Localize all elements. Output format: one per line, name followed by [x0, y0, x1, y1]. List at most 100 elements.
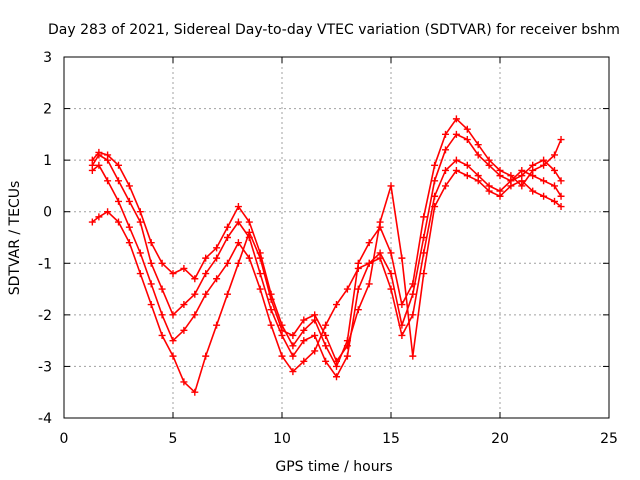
data-point [365, 239, 373, 247]
data-point [442, 146, 449, 154]
data-point [136, 249, 144, 257]
data-point [442, 130, 449, 138]
data-point [267, 295, 275, 303]
x-axis-label: GPS time / hours [275, 459, 392, 475]
data-point [191, 388, 199, 396]
data-point [463, 136, 471, 144]
data-point [442, 166, 449, 174]
data-point [322, 321, 330, 329]
data-point [256, 285, 264, 293]
data-point [431, 161, 439, 169]
data-point [557, 136, 565, 144]
data-point [169, 337, 177, 345]
data-point [213, 275, 221, 283]
data-point [387, 285, 395, 293]
data-point [420, 270, 428, 278]
data-point [300, 316, 308, 324]
data-point [115, 218, 122, 226]
data-point [452, 156, 460, 164]
data-point [420, 249, 428, 257]
data-point [234, 239, 242, 247]
data-point [518, 166, 526, 174]
data-series [88, 156, 565, 376]
x-tick-label: 15 [382, 431, 400, 447]
data-point [104, 208, 112, 216]
data-point [365, 280, 373, 288]
data-point [322, 342, 330, 350]
data-point [551, 197, 558, 205]
data-point [463, 161, 471, 169]
data-point [191, 275, 199, 283]
data-point [551, 166, 558, 174]
data-point [343, 342, 351, 350]
data-point [104, 156, 112, 164]
data-point [202, 352, 210, 360]
y-tick-label: -1 [38, 256, 52, 272]
data-series [88, 115, 565, 370]
data-point [213, 244, 221, 252]
data-point [518, 177, 526, 185]
data-point [387, 182, 395, 190]
data-point [431, 203, 439, 211]
data-point [442, 182, 449, 190]
data-point [180, 326, 188, 334]
data-point [104, 177, 112, 185]
data-point [158, 259, 166, 267]
data-series [88, 130, 565, 381]
data-point [474, 141, 482, 149]
data-point [343, 285, 351, 293]
data-point [245, 218, 253, 226]
data-point [213, 321, 221, 329]
data-point [289, 331, 297, 339]
data-point [136, 218, 144, 226]
data-point [387, 270, 395, 278]
data-point [147, 301, 155, 309]
data-point [540, 156, 548, 164]
data-point [398, 301, 406, 309]
data-point [420, 213, 428, 221]
data-point [333, 373, 340, 381]
data-point [474, 151, 482, 159]
data-series [88, 166, 565, 396]
data-point [322, 357, 330, 365]
axis-ticks: 0 5 10 15 20 25 -4 -3 -2 -1 0 1 2 3 [38, 50, 618, 447]
data-point [557, 177, 565, 185]
data-point [158, 331, 166, 339]
data-point [529, 187, 537, 195]
x-tick-label: 5 [169, 431, 178, 447]
data-point [496, 172, 504, 180]
data-point [234, 218, 242, 226]
y-axis-label: SDTVAR / TECUs [7, 181, 23, 296]
y-tick-label: 3 [43, 50, 52, 66]
data-point [463, 172, 471, 180]
data-point [147, 259, 155, 267]
data-point [245, 228, 253, 236]
data-point [136, 270, 144, 278]
data-point [191, 311, 199, 319]
data-point [289, 368, 297, 376]
data-point [540, 177, 548, 185]
data-point [256, 270, 264, 278]
x-tick-label: 25 [600, 431, 618, 447]
data-point [322, 331, 330, 339]
data-point [224, 259, 231, 267]
data-point [125, 182, 133, 190]
data-point [125, 239, 133, 247]
data-point [398, 254, 406, 262]
series-line [91, 169, 562, 394]
data-point [354, 285, 362, 293]
y-tick-label: 2 [43, 102, 52, 118]
series-line [91, 133, 562, 378]
data-point [169, 352, 177, 360]
data-point [431, 177, 439, 185]
data-point [496, 192, 504, 200]
data-point [245, 254, 253, 262]
y-tick-label: -2 [38, 308, 52, 324]
data-point [202, 290, 210, 298]
data-point [463, 125, 471, 133]
data-point [213, 254, 221, 262]
y-tick-label: 1 [43, 153, 52, 169]
data-point [202, 270, 210, 278]
data-point [147, 280, 155, 288]
data-point [234, 203, 242, 211]
